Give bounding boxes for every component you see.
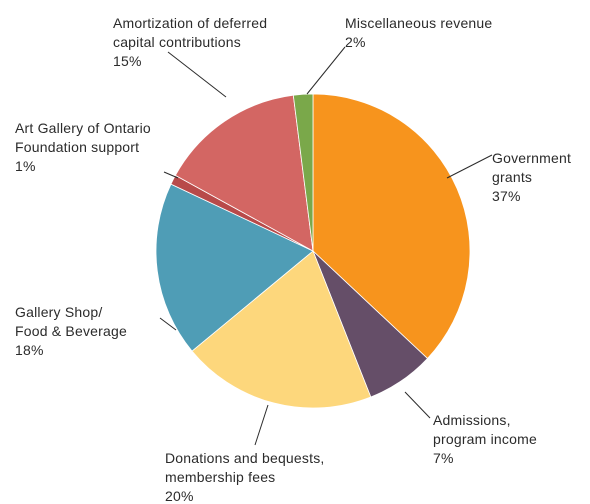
slice-label-3: Gallery Shop/Food & Beverage 18%	[15, 304, 127, 358]
pie-slice-5	[174, 94, 314, 252]
slice-label-6: Miscellaneous revenue 2%	[345, 15, 492, 50]
slice-label-line-5-0: Amortization of deferred	[113, 15, 267, 31]
pie-slices	[155, 93, 471, 409]
pie-slice-3	[155, 183, 314, 352]
slice-label-line-1-0: Admissions,	[433, 412, 511, 428]
slice-percent-5: 15%	[113, 53, 142, 69]
pie-slice-2	[191, 250, 372, 409]
slice-label-line-6-0: Miscellaneous revenue	[345, 15, 492, 31]
slice-label-line-2-1: membership fees	[165, 469, 275, 485]
slice-label-2: Donations and bequests, membership fees 20…	[165, 450, 325, 504]
leader-line-5	[167, 51, 227, 98]
leader-lines	[159, 46, 493, 446]
slice-label-line-3-0: Gallery Shop/	[15, 304, 102, 320]
slice-percent-3: 18%	[15, 342, 44, 358]
slice-label-line-3-1: Food & Beverage	[15, 323, 127, 339]
slice-labels: Government grants 37% Admissions, program in…	[15, 15, 571, 504]
leader-line-0	[446, 154, 493, 179]
slice-percent-6: 2%	[345, 34, 366, 50]
slice-label-0: Government grants 37%	[492, 150, 571, 204]
slice-percent-2: 20%	[165, 488, 194, 504]
leader-line-6	[306, 46, 346, 95]
slice-label-line-2-0: Donations and bequests,	[165, 450, 325, 466]
slice-percent-4: 1%	[15, 158, 36, 174]
leader-line-2	[254, 404, 269, 446]
slice-label-line-0-0: Government	[492, 150, 571, 166]
slice-label-line-0-1: grants	[492, 169, 532, 185]
slice-label-5: Amortization of deferred capital contribu…	[113, 15, 267, 69]
pie-slice-6	[292, 93, 314, 252]
leader-line-3	[159, 317, 177, 331]
slice-label-1: Admissions, program income 7%	[433, 412, 537, 466]
slice-label-4: Art Gallery of Ontario Foundation support…	[15, 120, 151, 174]
slice-percent-0: 37%	[492, 188, 521, 204]
pie-slice-0	[312, 93, 471, 360]
slice-percent-1: 7%	[433, 450, 454, 466]
slice-label-line-1-1: program income	[433, 431, 537, 447]
slice-label-line-4-0: Art Gallery of Ontario	[15, 120, 151, 136]
slice-label-line-5-1: capital contributions	[113, 34, 241, 50]
leader-line-4	[163, 171, 179, 179]
leader-line-1	[404, 391, 431, 419]
slice-label-line-4-1: Foundation support	[15, 139, 139, 155]
